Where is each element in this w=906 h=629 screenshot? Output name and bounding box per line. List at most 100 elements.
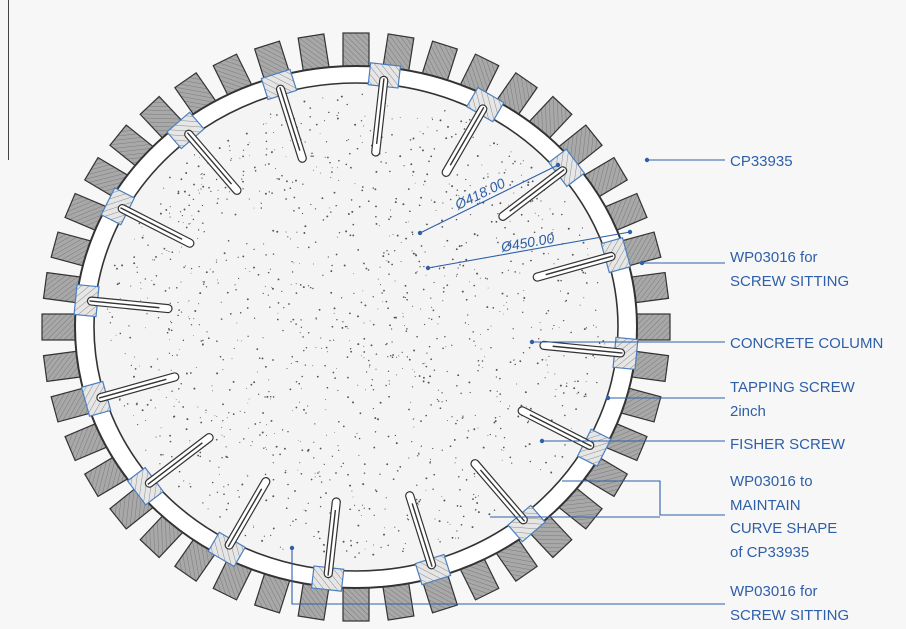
concrete-dot <box>433 148 436 150</box>
concrete-dot <box>232 380 235 383</box>
concrete-dot <box>420 196 423 199</box>
concrete-dot <box>499 415 501 417</box>
concrete-dot <box>426 352 428 354</box>
concrete-dot <box>582 271 585 274</box>
concrete-dot <box>570 427 572 429</box>
concrete-dot <box>389 170 391 173</box>
concrete-dot <box>415 498 418 501</box>
concrete-dot <box>507 407 509 410</box>
concrete-dot <box>264 164 267 166</box>
concrete-dot <box>290 362 292 364</box>
concrete-dot <box>479 201 480 203</box>
fisher-screw-icon <box>117 204 195 248</box>
concrete-dot <box>488 513 491 516</box>
concrete-dot <box>247 143 249 146</box>
concrete-dot <box>407 518 409 520</box>
leader-maintain-a <box>562 480 725 516</box>
concrete-dot <box>541 218 543 220</box>
concrete-dot <box>499 311 501 313</box>
concrete-dot <box>241 340 243 342</box>
concrete-dot <box>182 221 184 223</box>
concrete-dot <box>445 346 447 348</box>
concrete-dot <box>254 166 256 169</box>
concrete-dot <box>319 133 321 134</box>
concrete-dot <box>323 120 326 122</box>
concrete-dot <box>387 253 390 255</box>
concrete-dot <box>368 359 370 362</box>
concrete-dot <box>348 139 350 141</box>
concrete-dot <box>459 263 461 266</box>
concrete-dot <box>341 326 344 329</box>
concrete-dot <box>231 358 233 360</box>
concrete-dot <box>134 356 136 358</box>
concrete-dot <box>402 296 405 298</box>
concrete-dot <box>412 170 415 173</box>
concrete-dot <box>336 117 339 120</box>
concrete-dot <box>337 389 339 392</box>
concrete-dot <box>423 265 425 268</box>
concrete-dot <box>484 356 486 358</box>
concrete-dot <box>433 369 436 371</box>
concrete-dot <box>397 530 400 532</box>
concrete-dot <box>183 208 186 211</box>
concrete-dot <box>412 419 414 421</box>
concrete-dot <box>129 336 132 339</box>
concrete-dot <box>171 390 173 392</box>
concrete-dot <box>389 354 392 357</box>
concrete-dot <box>334 377 336 379</box>
concrete-dot <box>461 244 463 247</box>
concrete-dot <box>465 121 467 123</box>
concrete-dot <box>507 269 509 271</box>
concrete-dot <box>209 494 211 496</box>
concrete-dot <box>115 334 117 336</box>
concrete-dot <box>559 290 562 292</box>
concrete-dot <box>331 325 334 328</box>
concrete-dot <box>222 420 224 422</box>
concrete-dot <box>338 159 340 162</box>
concrete-dot <box>285 507 288 510</box>
concrete-dot <box>227 239 230 242</box>
concrete-dot <box>165 208 168 211</box>
concrete-dot <box>379 284 382 286</box>
concrete-dot <box>403 165 405 167</box>
concrete-dot <box>509 456 512 459</box>
concrete-dot <box>349 312 351 315</box>
concrete-dot <box>347 213 350 215</box>
concrete-dot <box>347 376 349 379</box>
concrete-dot <box>267 294 269 296</box>
concrete-dot <box>365 389 367 391</box>
concrete-dot <box>393 316 396 319</box>
concrete-dot <box>271 286 272 288</box>
concrete-dot <box>147 244 149 246</box>
concrete-dot <box>299 401 301 403</box>
concrete-dot <box>565 385 568 388</box>
concrete-dot <box>193 154 196 156</box>
concrete-dot <box>562 319 565 322</box>
concrete-dot <box>427 126 429 128</box>
concrete-dot <box>497 241 499 244</box>
concrete-dot <box>216 340 218 343</box>
concrete-dot <box>194 310 197 312</box>
concrete-dot <box>300 319 302 321</box>
concrete-dot <box>446 239 449 242</box>
concrete-dot <box>178 485 180 488</box>
concrete-dot <box>420 308 422 310</box>
concrete-dot <box>182 406 185 408</box>
concrete-dot <box>462 415 464 417</box>
concrete-dot <box>227 139 230 142</box>
concrete-dot <box>405 237 408 240</box>
concrete-dot <box>422 133 424 135</box>
concrete-dot <box>336 236 338 238</box>
concrete-dot <box>170 329 173 332</box>
concrete-dot <box>180 281 182 283</box>
concrete-dot <box>512 328 514 330</box>
concrete-dot <box>456 505 459 507</box>
concrete-dot <box>513 233 515 236</box>
concrete-dot <box>140 282 142 284</box>
concrete-dot <box>289 524 291 526</box>
concrete-dot <box>391 356 394 359</box>
arrow-fisher-screw <box>539 438 545 444</box>
concrete-dot <box>391 133 393 136</box>
concrete-dot <box>507 243 510 246</box>
concrete-dot <box>190 324 193 326</box>
